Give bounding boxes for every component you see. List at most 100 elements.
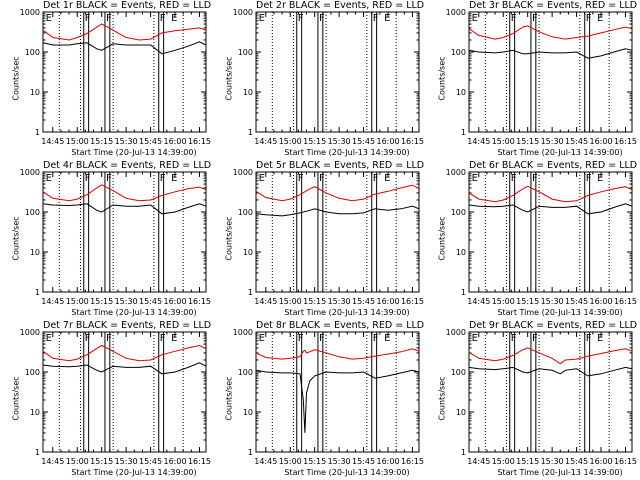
detector-panel-3: Det 3r BLACK = Events, RED = LLD Counts/s… (426, 0, 639, 160)
lld-series-line (42, 184, 207, 202)
detector-panel-5: Det 5r BLACK = Events, RED = LLD Counts/s… (213, 160, 426, 320)
detector-panel-9: Det 9r BLACK = Events, RED = LLD Counts/s… (426, 320, 639, 480)
x-tick-label: 16:00 (376, 457, 399, 466)
marker-letter: E (472, 333, 478, 344)
x-tick-label: 16:15 (401, 297, 424, 306)
x-axis-label: Start Time (20-Jul-13 14:39:00) (71, 468, 197, 477)
x-tick-label: 15:30 (328, 457, 351, 466)
x-tick-label: 15:00 (66, 457, 89, 466)
x-tick-label: 14:45 (254, 297, 277, 306)
x-tick-label: 16:15 (614, 297, 637, 306)
x-tick-label: 15:30 (541, 457, 564, 466)
y-tick-label: 1000 (233, 168, 253, 177)
marker-letter: F (106, 333, 112, 344)
plot-area: 1 10 100 1000 14:45 15:00 15:15 15:30 15:45 16:00… (446, 168, 637, 306)
x-tick-label: 15:15 (516, 137, 539, 146)
x-tick-label: 16:00 (376, 137, 399, 146)
x-tick-label: 15:00 (492, 137, 515, 146)
plot-area: 1 10 100 1000 14:45 15:00 15:15 15:30 15:45 16:00… (233, 8, 424, 146)
y-tick-label: 1000 (20, 168, 40, 177)
marker-letter: E (46, 333, 52, 344)
x-tick-label: 16:00 (589, 137, 612, 146)
y-tick-label: 1 (461, 128, 466, 137)
marker-letter: E (597, 333, 603, 344)
detector-panel-1: Det 1r BLACK = Events, RED = LLD Counts/s… (0, 0, 213, 160)
lld-series-line (468, 185, 633, 203)
x-tick-label: 15:15 (90, 137, 113, 146)
x-tick-label: 14:45 (467, 297, 490, 306)
marker-letter: F (532, 173, 538, 184)
x-tick-label: 15:00 (66, 297, 89, 306)
panel-title: Det 9r BLACK = Events, RED = LLD (469, 320, 638, 331)
panel-title: Det 7r BLACK = Events, RED = LLD (43, 320, 212, 331)
x-tick-label: 15:45 (565, 137, 588, 146)
x-axis-label: Start Time (20-Jul-13 14:39:00) (71, 308, 197, 317)
x-tick-label: 16:15 (401, 457, 424, 466)
marker-letter: E (171, 333, 177, 344)
y-tick-label: 1000 (20, 328, 40, 337)
x-tick-label: 16:15 (188, 457, 211, 466)
x-tick-label: 14:45 (41, 457, 64, 466)
events-series-line (42, 41, 207, 55)
lld-series-line (42, 344, 207, 362)
y-tick-label: 10 (456, 408, 466, 417)
y-tick-label: 1 (35, 288, 40, 297)
y-tick-label: 1000 (446, 168, 466, 177)
lld-series-line (255, 184, 420, 202)
marker-letter: F (298, 333, 304, 344)
marker-letter: E (384, 173, 390, 184)
x-tick-label: 16:00 (163, 297, 186, 306)
marker-letter: E (259, 333, 265, 344)
marker-letter: F (586, 173, 592, 184)
x-tick-label: 15:00 (66, 137, 89, 146)
x-tick-label: 15:15 (303, 137, 326, 146)
y-tick-label: 10 (243, 408, 253, 417)
x-tick-label: 15:45 (139, 137, 162, 146)
marker-letter: E (171, 173, 177, 184)
x-tick-label: 15:15 (516, 457, 539, 466)
x-axis-label: Start Time (20-Jul-13 14:39:00) (71, 148, 197, 157)
marker-letter: F (298, 173, 304, 184)
marker-letter: F (373, 13, 379, 24)
marker-letter: F (85, 333, 91, 344)
marker-letter: F (85, 173, 91, 184)
axes-frame (255, 11, 420, 133)
axes-frame (468, 11, 633, 133)
marker-letter: F (160, 333, 166, 344)
x-axis-label: Start Time (20-Jul-13 14:39:00) (284, 148, 410, 157)
y-tick-label: 10 (456, 248, 466, 257)
panel-title: Det 8r BLACK = Events, RED = LLD (256, 320, 425, 331)
axes-frame (42, 331, 207, 453)
x-tick-label: 15:30 (328, 137, 351, 146)
marker-letter: E (259, 13, 265, 24)
y-tick-label: 1000 (446, 328, 466, 337)
x-tick-label: 15:45 (565, 457, 588, 466)
events-series-line (255, 205, 420, 217)
x-tick-label: 15:45 (139, 457, 162, 466)
events-series-line (255, 369, 420, 433)
y-tick-label: 1000 (20, 8, 40, 17)
marker-letter: F (511, 13, 517, 24)
y-tick-label: 100 (25, 48, 40, 57)
marker-letter: E (384, 13, 390, 24)
x-tick-label: 15:45 (352, 297, 375, 306)
x-tick-label: 15:15 (303, 457, 326, 466)
y-tick-label: 10 (30, 248, 40, 257)
x-tick-label: 16:00 (589, 297, 612, 306)
marker-letter: F (106, 173, 112, 184)
x-tick-label: 16:15 (401, 137, 424, 146)
y-tick-label: 1 (248, 448, 253, 457)
marker-letter: F (586, 13, 592, 24)
axes-frame (468, 331, 633, 453)
plot-area: 1 10 100 1000 14:45 15:00 15:15 15:30 15:45 16:00… (20, 8, 211, 146)
axes-frame (42, 11, 207, 133)
y-tick-label: 1000 (233, 328, 253, 337)
x-tick-label: 15:30 (541, 137, 564, 146)
x-axis-label: Start Time (20-Jul-13 14:39:00) (497, 468, 623, 477)
y-tick-label: 10 (456, 88, 466, 97)
marker-letter: F (319, 13, 325, 24)
y-tick-label: 1000 (446, 8, 466, 17)
panel-title: Det 3r BLACK = Events, RED = LLD (469, 0, 638, 11)
marker-letter: E (597, 173, 603, 184)
